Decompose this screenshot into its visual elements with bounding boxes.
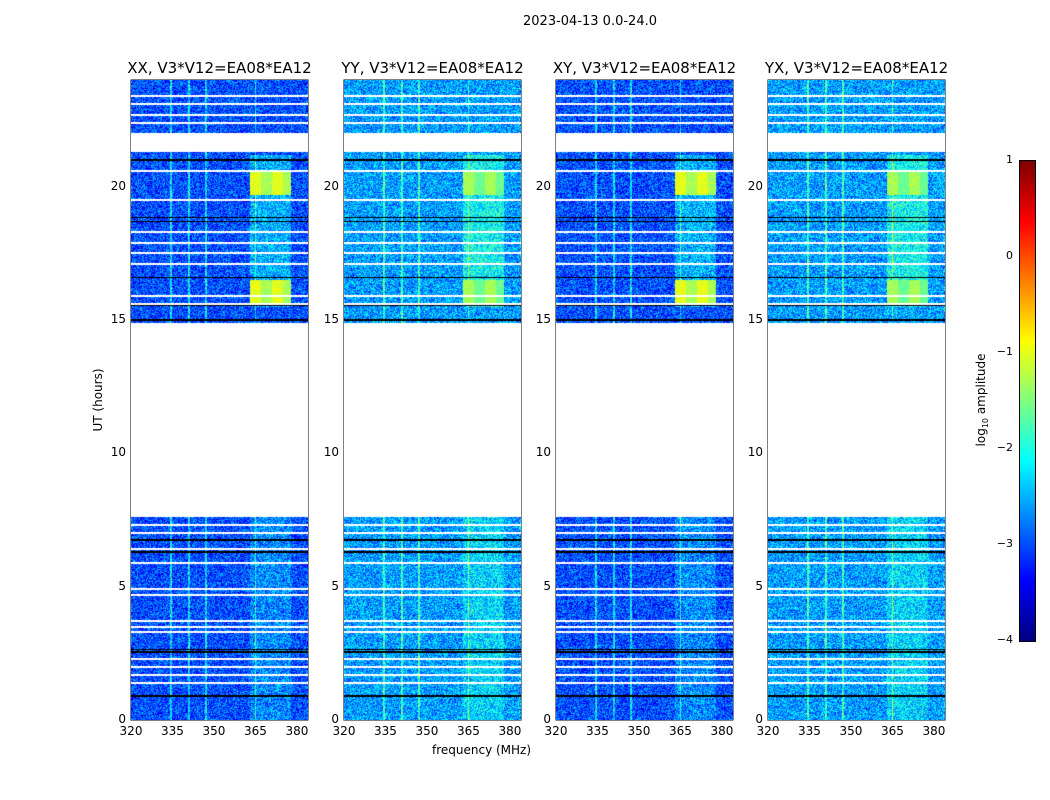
x-tick-label: 380 xyxy=(285,724,309,738)
y-tick-label: 20 xyxy=(747,178,763,193)
y-tick-label: 10 xyxy=(535,445,551,460)
y-tick-label: 20 xyxy=(535,178,551,193)
colorbar-tick-label: −1 xyxy=(996,345,1013,358)
x-tick-label: 335 xyxy=(374,724,397,738)
y-tick-label: 0 xyxy=(543,712,551,726)
y-tick-label: 15 xyxy=(747,312,763,326)
y-tick-label: 10 xyxy=(747,445,763,460)
colorbar-tick-label: 1 xyxy=(1006,153,1013,166)
colorbar xyxy=(1019,160,1036,642)
colorbar-tick-label: 0 xyxy=(1006,249,1013,262)
panel-title: XY, V3*V12=EA08*EA12 xyxy=(552,59,737,77)
colorbar-tick-label: −4 xyxy=(996,633,1013,646)
y-tick-label: 5 xyxy=(755,578,763,593)
x-axis-label: frequency (MHz) xyxy=(432,743,532,757)
waterfall-heatmap-3 xyxy=(556,80,733,720)
y-tick-label: 10 xyxy=(323,445,339,460)
x-tick-label: 365 xyxy=(881,724,904,738)
x-tick-label: 365 xyxy=(244,724,267,738)
x-tick-label: 320 xyxy=(332,724,356,738)
waterfall-heatmap-2 xyxy=(344,80,521,720)
panel-title: XX, V3*V12=EA08*EA12 xyxy=(127,59,312,77)
y-tick-label: 0 xyxy=(755,712,763,726)
x-tick-label: 335 xyxy=(798,724,821,738)
y-tick-label: 5 xyxy=(543,578,551,593)
x-tick-label: 350 xyxy=(202,724,226,738)
panel-title: YX, V3*V12=EA08*EA12 xyxy=(764,59,949,77)
panel-title: YY, V3*V12=EA08*EA12 xyxy=(341,59,524,77)
y-tick-label: 5 xyxy=(331,578,339,593)
x-tick-label: 335 xyxy=(161,724,184,738)
y-tick-label: 0 xyxy=(118,712,126,726)
y-tick-label: 15 xyxy=(323,312,339,326)
waterfall-heatmap-1 xyxy=(131,80,308,720)
x-tick-label: 380 xyxy=(710,724,734,738)
y-tick-label: 5 xyxy=(118,578,126,593)
x-tick-label: 365 xyxy=(457,724,480,738)
colorbar-tick-label: −2 xyxy=(996,441,1013,454)
y-tick-label: 15 xyxy=(535,312,551,326)
x-tick-label: 350 xyxy=(415,724,439,738)
figure-title: 2023-04-13 0.0-24.0 xyxy=(523,14,657,29)
x-tick-label: 320 xyxy=(544,724,568,738)
x-tick-label: 335 xyxy=(586,724,609,738)
x-tick-label: 350 xyxy=(839,724,863,738)
x-tick-label: 320 xyxy=(756,724,780,738)
y-tick-label: 15 xyxy=(110,312,126,326)
x-tick-label: 365 xyxy=(669,724,692,738)
y-tick-label: 20 xyxy=(323,178,339,193)
colorbar-tick-label: −3 xyxy=(996,537,1013,550)
y-tick-label: 0 xyxy=(331,712,339,726)
y-tick-label: 10 xyxy=(110,445,126,460)
x-tick-label: 350 xyxy=(627,724,651,738)
x-tick-label: 380 xyxy=(498,724,522,738)
y-tick-label: 20 xyxy=(110,178,126,193)
x-tick-label: 320 xyxy=(119,724,143,738)
waterfall-heatmap-4 xyxy=(768,80,945,720)
x-tick-label: 380 xyxy=(922,724,946,738)
